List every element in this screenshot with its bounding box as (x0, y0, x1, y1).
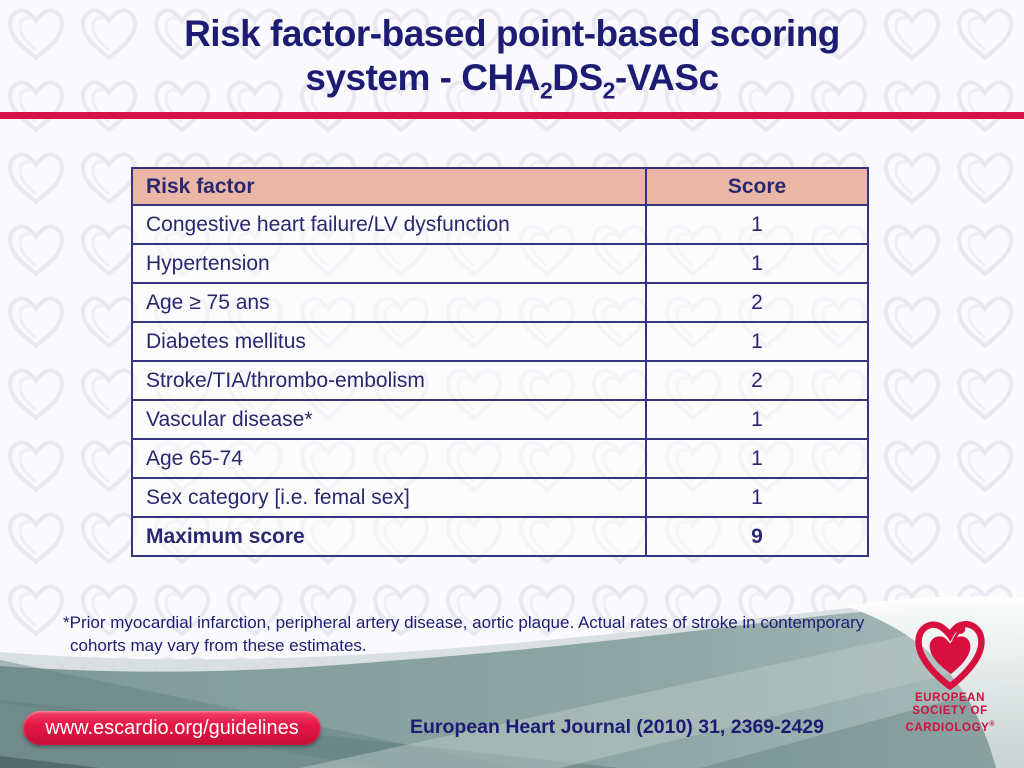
cell-score: 1 (645, 243, 869, 284)
slide-title-line1: Risk factor-based point-based scoring (184, 13, 840, 54)
table-row-maximum-score: Maximum score 9 (131, 516, 869, 557)
table-header-row: Risk factor Score (131, 167, 869, 206)
cell-factor: Age ≥ 75 ans (131, 282, 647, 323)
slide-title: Risk factor-based point-based scoring sy… (0, 12, 1024, 104)
cell-score: 1 (645, 321, 869, 362)
cell-score: 2 (645, 282, 869, 323)
cell-score: 9 (645, 516, 869, 557)
cell-factor: Maximum score (131, 516, 647, 557)
title-divider-rule (0, 112, 1024, 119)
footnote: *Prior myocardial infarction, peripheral… (63, 611, 864, 657)
cell-factor: Age 65-74 (131, 438, 647, 479)
esc-heart-icon (915, 621, 985, 690)
table-row: Age 65-74 1 (131, 438, 869, 479)
cell-factor: Diabetes mellitus (131, 321, 647, 362)
table-row: Diabetes mellitus 1 (131, 321, 869, 362)
cell-score: 1 (645, 477, 869, 518)
cell-score: 1 (645, 204, 869, 245)
header-score: Score (645, 167, 869, 206)
cell-score: 1 (645, 438, 869, 479)
journal-citation: European Heart Journal (2010) 31, 2369-2… (409, 716, 825, 738)
cell-score: 2 (645, 360, 869, 401)
footnote-line2: cohorts may vary from these estimates. (70, 636, 367, 655)
table-row: Vascular disease* 1 (131, 399, 869, 440)
cell-factor: Vascular disease* (131, 399, 647, 440)
esc-logo-text: EUROPEAN SOCIETY OF CARDIOLOGY® (898, 692, 1002, 735)
cell-factor: Hypertension (131, 243, 647, 284)
table-row: Hypertension 1 (131, 243, 869, 284)
table-row: Congestive heart failure/LV dysfunction … (131, 204, 869, 245)
table-row: Age ≥ 75 ans 2 (131, 282, 869, 323)
esc-logo-line1: EUROPEAN (915, 692, 985, 704)
risk-score-table: Risk factor Score Congestive heart failu… (131, 167, 869, 557)
cell-factor: Stroke/TIA/thrombo-embolism (131, 360, 647, 401)
esc-logo-line3: CARDIOLOGY® (905, 721, 995, 734)
header-risk-factor: Risk factor (131, 167, 647, 206)
footnote-line1: *Prior myocardial infarction, peripheral… (63, 613, 865, 632)
table-row: Stroke/TIA/thrombo-embolism 2 (131, 360, 869, 401)
slide-title-line2: system - CHA2DS2-VASc (305, 57, 719, 104)
cell-factor: Sex category [i.e. femal sex] (131, 477, 647, 518)
guidelines-link-button[interactable]: www.escardio.org/guidelines (23, 711, 321, 745)
esc-logo-line2: SOCIETY OF (912, 705, 988, 717)
table-row: Sex category [i.e. femal sex] 1 (131, 477, 869, 518)
cell-score: 1 (645, 399, 869, 440)
esc-logo: EUROPEAN SOCIETY OF CARDIOLOGY® (898, 616, 1002, 735)
cell-factor: Congestive heart failure/LV dysfunction (131, 204, 647, 245)
